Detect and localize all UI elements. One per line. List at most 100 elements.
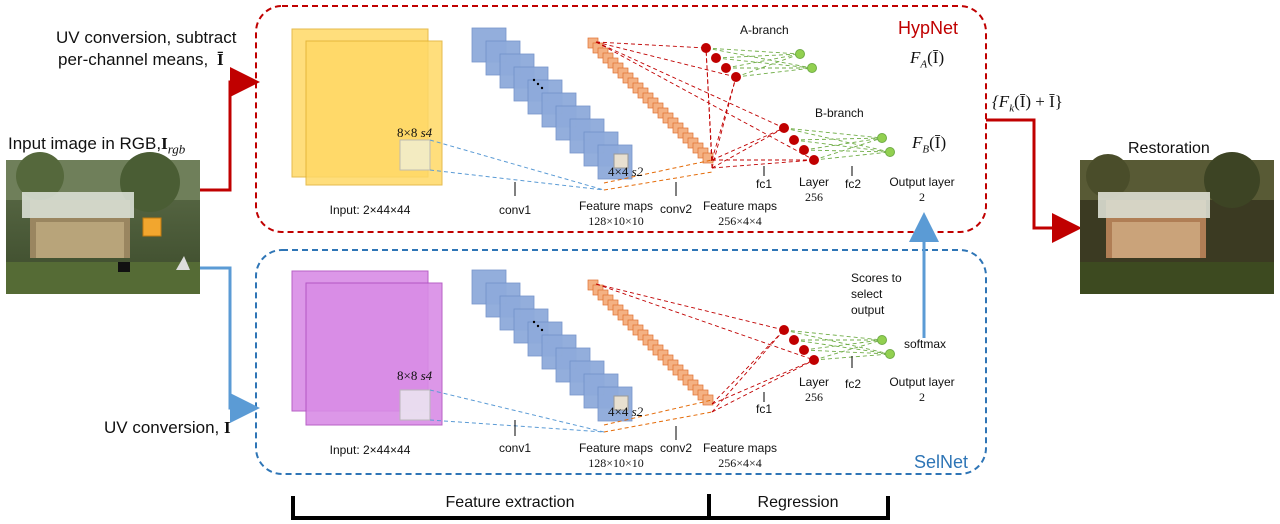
fc2-link	[725, 53, 801, 69]
output-node	[877, 133, 887, 143]
fa-label: FA(Ī)	[910, 48, 944, 71]
fb-f: F	[912, 133, 923, 152]
fc-link	[595, 41, 815, 161]
hyp-input-caption-2: per-channel means, Ī	[58, 50, 224, 70]
fc-link	[711, 127, 785, 161]
input-image-symbol: I	[161, 134, 168, 153]
fc1-node	[779, 325, 789, 335]
selnet-border	[255, 249, 987, 475]
sel-kernel2: 4×4 s2	[608, 404, 644, 420]
fc2-link	[793, 339, 891, 355]
sel-layer-units: 256	[805, 390, 823, 404]
ellipsis-dot	[540, 86, 544, 90]
ellipsis-dot	[536, 82, 540, 86]
output-node	[807, 63, 817, 73]
label-ticks	[514, 166, 853, 440]
fc2-link	[793, 139, 891, 153]
regression-label: Regression	[757, 494, 839, 511]
hyp-input-caption-text: per-channel means,	[58, 50, 209, 69]
hyp-input-symbol: Ī	[217, 50, 224, 69]
fc-link	[711, 159, 815, 169]
hyp-input-arrow	[200, 67, 260, 192]
fc2-link	[783, 329, 883, 341]
hyp-fm1-label: Feature maps	[578, 199, 654, 213]
conv-kernel	[613, 395, 629, 411]
fc-link	[711, 76, 737, 161]
hyp-layer-label: Layer	[798, 175, 830, 189]
out-expr-open: {F	[992, 92, 1010, 111]
fc-link	[711, 76, 737, 169]
restoration-label: Restoration	[1128, 140, 1210, 157]
sel-kernel2-stride: s2	[631, 404, 644, 419]
hyp-input-volume	[291, 28, 443, 186]
sel-conv2-label: conv2	[659, 441, 693, 455]
scores-label-3: output	[851, 303, 885, 317]
fc1-node	[799, 345, 809, 355]
fa-f: F	[910, 48, 921, 67]
hyp-conv2-label: conv2	[659, 202, 693, 216]
sel-conv1-label: conv1	[498, 441, 532, 455]
sel-input-caption-text: UV conversion,	[104, 418, 220, 437]
sel-kernel1-stride: s4	[420, 368, 433, 383]
scores-label-1: Scores to	[851, 271, 902, 285]
fb-label: FB(Ī)	[912, 133, 946, 156]
ellipsis-dot	[536, 324, 540, 328]
conv-kernel	[613, 153, 629, 169]
fc-link	[595, 41, 707, 49]
fc2-link	[813, 339, 883, 361]
fc2-link	[705, 47, 813, 69]
fb-sub: B	[922, 143, 930, 156]
selnet-title: SelNet	[914, 452, 969, 472]
fc1-node	[701, 43, 711, 53]
restoration-photo	[1080, 152, 1274, 294]
sel-conv1-stack	[471, 269, 633, 422]
hyp-kernel2: 4×4 s2	[608, 164, 643, 180]
sel-fc-links	[595, 283, 891, 413]
fc1-node	[711, 53, 721, 63]
sel-fm2-dims: 256×4×4	[718, 456, 762, 470]
sel-input-volume	[291, 270, 443, 426]
fc-link	[711, 359, 815, 413]
fc2-link	[813, 137, 883, 161]
fa-arg: (Ī)	[927, 48, 945, 67]
hyp-fm1-dims: 128×10×10	[588, 214, 644, 228]
softmax-label: softmax	[904, 337, 947, 351]
input-image-subscript: rgb	[167, 141, 186, 157]
hyp-fc-nodes	[701, 43, 895, 165]
sel-kernel1-size: 8×8	[397, 368, 418, 383]
fc2-link	[793, 137, 883, 141]
scores-label-2: select	[851, 287, 883, 301]
fc2-link	[803, 349, 891, 355]
sel-kernel2-size: 4×4	[608, 404, 629, 419]
fc1-node	[731, 72, 741, 82]
output-node	[795, 49, 805, 59]
out-expr-sub: k	[1009, 102, 1015, 115]
hyp-fc2-label: fc2	[844, 177, 862, 191]
fc2-link	[803, 149, 891, 153]
sel-input-arrow	[200, 266, 260, 423]
hyp-conv1-stack	[471, 27, 633, 180]
sel-output-units: 2	[919, 390, 925, 404]
fc-link	[711, 359, 815, 405]
output-expression: {Fk(Ī) + Ī}	[992, 92, 1063, 115]
fc2-link	[803, 339, 883, 351]
fc1-node	[789, 335, 799, 345]
sel-fm2-label: Feature maps	[702, 441, 778, 455]
fc-link	[705, 47, 713, 169]
hyp-input-label: Input: 2×44×44	[329, 203, 411, 217]
fc-link	[595, 283, 815, 361]
fc2-link	[813, 151, 891, 161]
hyp-fc-links	[595, 41, 891, 169]
out-expr-rest: (Ī) + Ī}	[1014, 92, 1063, 111]
hyp-kernel2-size: 4×4	[608, 164, 629, 179]
hyp-fm2-dims: 256×4×4	[718, 214, 762, 228]
sel-kernel1: 8×8 s4	[397, 368, 433, 384]
input-image-label-text: Input image in RGB,	[8, 134, 162, 153]
sel-input-caption: UV conversion, I	[104, 418, 231, 438]
output-node	[885, 147, 895, 157]
hyp-kernel1-stride: s4	[420, 125, 433, 140]
fc1-node	[779, 123, 789, 133]
hyp-fm2-label: Feature maps	[702, 199, 778, 213]
fc1-node	[809, 355, 819, 365]
